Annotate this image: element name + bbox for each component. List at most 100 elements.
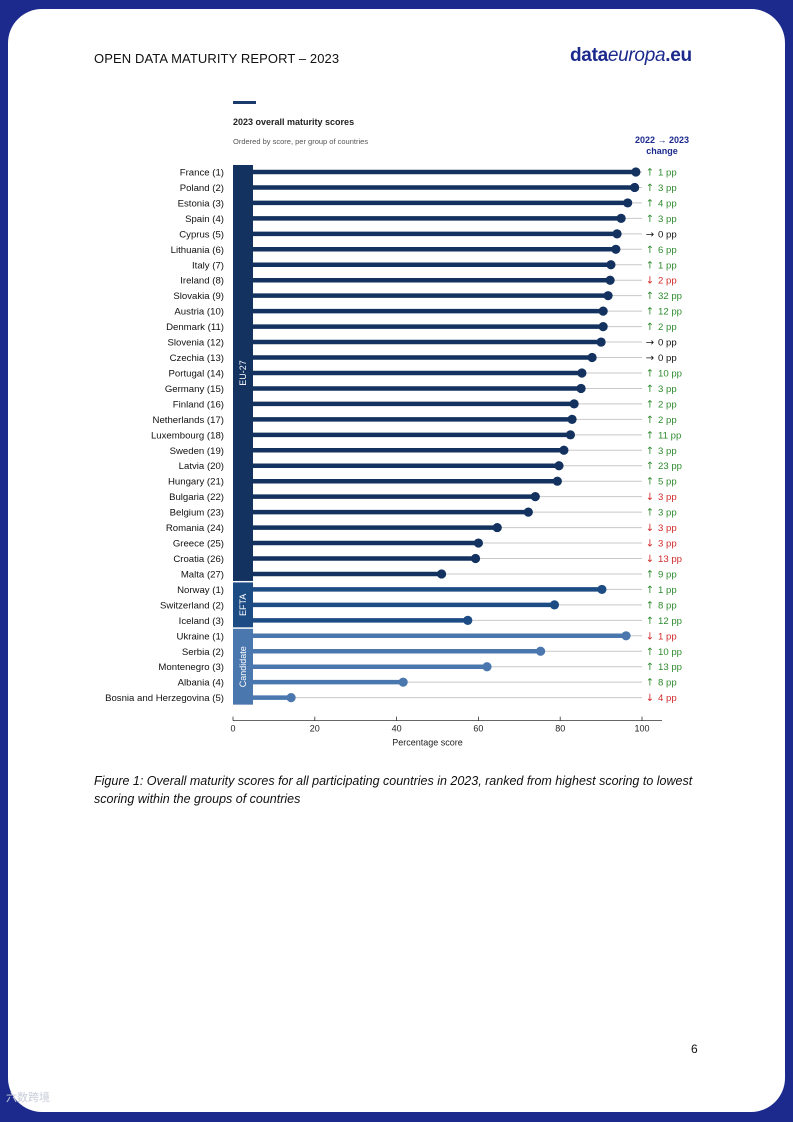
score-dot [596,337,606,347]
country-label: Norway (1) [177,585,224,596]
country-label: Bulgaria (22) [169,492,224,503]
country-label: Finland (16) [173,399,224,410]
score-dot [630,182,640,193]
change-value: 13 pp [658,662,682,673]
change-arrow-up-icon: ↑ [646,508,654,519]
country-label: Hungary (21) [168,477,224,488]
score-dot [587,352,597,363]
change-value: 4 pp [658,693,677,704]
score-dot [470,553,481,564]
score-dot [603,291,613,301]
change-value: 32 pp [658,291,682,302]
score-dot [530,492,540,502]
country-label: Albania (4) [178,678,224,689]
chart-title: 2023 overall maturity scores [233,117,355,127]
change-value: 1 pp [658,260,677,271]
score-dot [621,631,631,641]
country-label: Iceland (3) [179,616,224,627]
change-value: 10 pp [658,647,682,658]
country-label: Austria (10) [174,307,224,318]
country-label: Montenegro (3) [158,662,224,673]
change-arrow-up-icon: ↑ [646,415,654,426]
group-band-efta [233,582,253,628]
change-arrow-up-icon: ↑ [646,569,654,580]
score-dot [598,306,608,316]
country-label: Romania (24) [166,523,224,534]
change-value: 3 pp [658,523,677,534]
score-dot [492,522,502,533]
change-arrow-up-icon: ↑ [646,384,654,395]
score-dot [535,646,546,656]
change-value: 3 pp [658,508,677,519]
x-tick-label: 20 [310,724,320,734]
country-label: Estonia (3) [178,198,224,209]
change-value: 6 pp [658,245,677,256]
change-arrow-down-icon: ↓ [646,554,654,565]
x-tick-label: 100 [634,724,649,734]
change-value: 3 pp [658,384,677,395]
score-dot [623,198,633,208]
change-arrow-up-icon: ↑ [646,461,654,472]
country-label: Portugal (14) [169,368,224,379]
country-label: Malta (27) [181,569,224,580]
change-value: 2 pp [658,399,677,410]
change-value: 3 pp [658,214,677,225]
score-dot [436,569,447,579]
score-dot [598,322,608,332]
change-value: 0 pp [658,353,677,364]
change-arrow-up-icon: ↑ [646,585,654,596]
change-value: 0 pp [658,338,677,349]
score-dot [611,244,621,254]
change-value: 10 pp [658,368,682,379]
country-label: Switzerland (2) [160,600,224,611]
group-label-candidate: Candidate [238,646,248,687]
change-arrow-up-icon: ↑ [646,678,654,689]
change-arrow-down-icon: ↓ [646,492,654,503]
score-dot [569,399,579,409]
score-dot [616,213,626,223]
page-number: 6 [691,1042,698,1056]
x-tick-label: 60 [473,724,483,734]
score-dot [559,445,569,455]
country-label: Lithuania (6) [171,245,224,256]
change-value: 8 pp [658,678,677,689]
change-arrow-up-icon: ↑ [646,368,654,379]
change-value: 1 pp [658,168,677,179]
change-arrow-up-icon: ↑ [646,600,654,611]
change-arrow-flat-icon: → [646,338,654,349]
chart-title-accent [233,101,256,104]
country-label: Spain (4) [185,214,224,225]
score-dot [463,615,473,625]
change-value: 5 pp [658,477,677,488]
change-header-line-1: 2022 → 2023 [634,135,690,145]
logo-text-eu: .eu [665,45,692,66]
country-label: Belgium (23) [170,508,224,519]
logo-text-europa: europa [607,45,666,66]
country-label: Bosnia and Herzegovina (5) [105,693,224,704]
change-value: 1 pp [658,585,677,596]
country-label: Slovenia (12) [167,338,224,349]
change-value: 2 pp [658,322,677,333]
change-arrow-flat-icon: → [646,229,654,240]
change-arrow-up-icon: ↑ [646,662,654,673]
change-arrow-up-icon: ↑ [646,168,654,179]
change-value: 12 pp [658,616,682,627]
change-value: 3 pp [658,446,677,457]
country-label: Cyprus (5) [179,229,224,240]
country-label: Latvia (20) [179,461,224,472]
change-header-line-2: change [646,146,678,156]
country-label: Croatia (26) [173,554,224,565]
change-arrow-up-icon: ↑ [646,647,654,658]
change-arrow-down-icon: ↓ [646,523,654,534]
group-label-eu-27: EU-27 [238,360,248,386]
country-label: Poland (2) [180,183,224,194]
score-dot [612,229,622,239]
change-value: 3 pp [658,183,677,194]
country-label: France (1) [180,168,224,179]
change-value: 1 pp [658,631,677,642]
change-arrow-flat-icon: → [646,353,654,364]
change-arrow-up-icon: ↑ [646,322,654,333]
change-arrow-down-icon: ↓ [646,631,654,642]
change-value: 11 pp [658,430,681,441]
change-value: 9 pp [658,569,677,580]
